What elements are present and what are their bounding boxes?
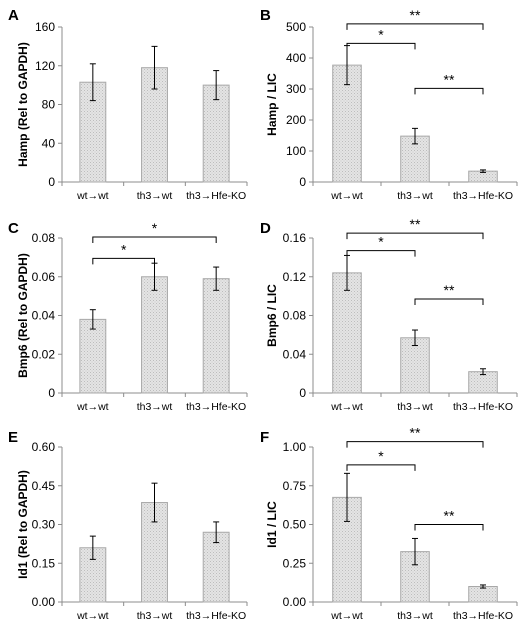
panel-a: A Hamp (Rel to GAPDH) 0 40 80 120 160 wt→wt th3→…	[8, 7, 248, 202]
y-axis-label: Id1 / LIC	[265, 501, 279, 548]
significance-label: *	[378, 448, 384, 464]
y-tick-label: 500	[286, 20, 306, 34]
panel-c: C Bmp6 (Rel to GAPDH) 0 0.02 0.04 0.06 0.08 wt→…	[8, 220, 248, 413]
y-tick-label: 0.00	[283, 595, 307, 609]
significance-bracket	[92, 236, 217, 244]
significance-bracket	[346, 441, 484, 448]
panel-f: F Id1 / LIC 0.00 0.25 0.50 0.75 1.00 wt→wt th3→w…	[260, 425, 518, 622]
y-tick-label: 300	[286, 82, 306, 96]
significance-label: *	[121, 241, 127, 257]
y-tick-label: 0	[48, 175, 55, 189]
y-tick-label: 200	[286, 113, 306, 127]
bar	[400, 337, 430, 394]
significance-label: **	[444, 508, 455, 524]
significance-bracket	[346, 23, 484, 30]
y-tick-label: 1.00	[283, 440, 307, 454]
y-axis-label: Bmp6 / LIC	[265, 284, 279, 347]
panel-b: B Hamp / LIC 0 100 200 300 400 500 wt→wt th3→wt th…	[260, 7, 518, 202]
bar	[202, 84, 230, 183]
y-tick-label: 0	[48, 386, 55, 400]
bar	[468, 586, 498, 603]
y-tick-label: 120	[35, 59, 55, 73]
panel-e: E Id1 (Rel to GAPDH) 0.00 0.15 0.30 0.45 0.60 w…	[8, 429, 248, 622]
significance-label: **	[444, 282, 455, 298]
y-tick-label: 400	[286, 51, 306, 65]
significance-bracket	[346, 464, 416, 471]
y-tick-label: 80	[42, 98, 56, 112]
x-tick-label: wt→wt	[330, 610, 363, 622]
significance-bracket	[346, 42, 416, 50]
y-tick-label: 160	[35, 20, 55, 34]
panel-letter: B	[260, 7, 271, 24]
significance-bracket	[414, 298, 484, 306]
x-tick-label: th3→wt	[397, 401, 433, 413]
panel-letter: A	[8, 7, 19, 24]
significance-label: **	[410, 7, 421, 23]
y-tick-label: 0.08	[32, 231, 56, 245]
x-tick-label: wt→wt	[76, 401, 109, 413]
x-tick-label: th3→Hfe-KO	[453, 190, 513, 202]
y-tick-label: 0.75	[283, 479, 307, 493]
y-tick-label: 0.15	[32, 556, 56, 570]
y-tick-label: 0.04	[32, 309, 56, 323]
significance-label: **	[410, 216, 421, 232]
y-tick-label: 0.06	[32, 270, 56, 284]
x-tick-label: wt→wt	[330, 190, 363, 202]
x-tick-label: th3→wt	[137, 401, 173, 413]
y-tick-label: 40	[42, 136, 56, 150]
x-tick-label: th3→wt	[137, 190, 173, 202]
x-tick-label: wt→wt	[76, 610, 109, 622]
significance-bracket	[414, 87, 484, 95]
y-axis-label: Hamp (Rel to GAPDH)	[16, 42, 30, 167]
y-axis-label: Id1 (Rel to GAPDH)	[16, 470, 30, 579]
significance-label: **	[410, 425, 421, 441]
significance-bracket	[92, 257, 155, 265]
x-tick-label: th3→Hfe-KO	[186, 401, 246, 413]
significance-label: **	[444, 71, 455, 87]
y-axis-label: Hamp / LIC	[265, 73, 279, 136]
x-tick-label: wt→wt	[76, 190, 109, 202]
significance-label: *	[378, 234, 384, 250]
panel-letter: D	[260, 220, 271, 237]
y-tick-label: 0.04	[283, 347, 307, 361]
x-tick-label: th3→wt	[397, 610, 433, 622]
x-tick-label: wt→wt	[330, 401, 363, 413]
significance-label: *	[152, 220, 158, 236]
bar	[202, 278, 230, 394]
y-tick-label: 0.60	[32, 440, 56, 454]
y-tick-label: 0.25	[283, 556, 307, 570]
significance-bracket	[346, 250, 416, 257]
y-axis-label: Bmp6 (Rel to GAPDH)	[16, 253, 30, 378]
bar	[332, 272, 362, 394]
y-tick-label: 0.50	[283, 518, 307, 532]
panel-letter: C	[8, 220, 19, 237]
y-tick-label: 0	[299, 175, 306, 189]
y-tick-label: 0.12	[283, 270, 307, 284]
x-tick-label: th3→wt	[137, 610, 173, 622]
bar	[141, 276, 168, 394]
panel-letter: E	[8, 429, 18, 446]
significance-label: *	[378, 26, 384, 42]
x-tick-label: th3→Hfe-KO	[453, 401, 513, 413]
bar	[202, 531, 230, 603]
y-tick-label: 0.02	[32, 347, 56, 361]
y-tick-label: 0.08	[283, 309, 307, 323]
y-tick-label: 0.16	[283, 231, 307, 245]
y-tick-label: 0.45	[32, 479, 56, 493]
bar	[79, 318, 107, 394]
significance-bracket	[414, 524, 484, 531]
significance-bracket	[346, 232, 484, 240]
x-tick-label: th3→Hfe-KO	[186, 190, 246, 202]
panel-letter: F	[260, 429, 269, 446]
x-tick-label: th3→wt	[397, 190, 433, 202]
panel-d: D Bmp6 / LIC 0 0.04 0.08 0.12 0.16 wt→wt th3→wt t…	[260, 216, 518, 413]
x-tick-label: th3→Hfe-KO	[186, 610, 246, 622]
y-tick-label: 100	[286, 144, 306, 158]
x-tick-label: th3→Hfe-KO	[453, 610, 513, 622]
y-tick-label: 0.30	[32, 518, 56, 532]
y-tick-label: 0.00	[32, 595, 56, 609]
y-tick-label: 0	[299, 386, 306, 400]
